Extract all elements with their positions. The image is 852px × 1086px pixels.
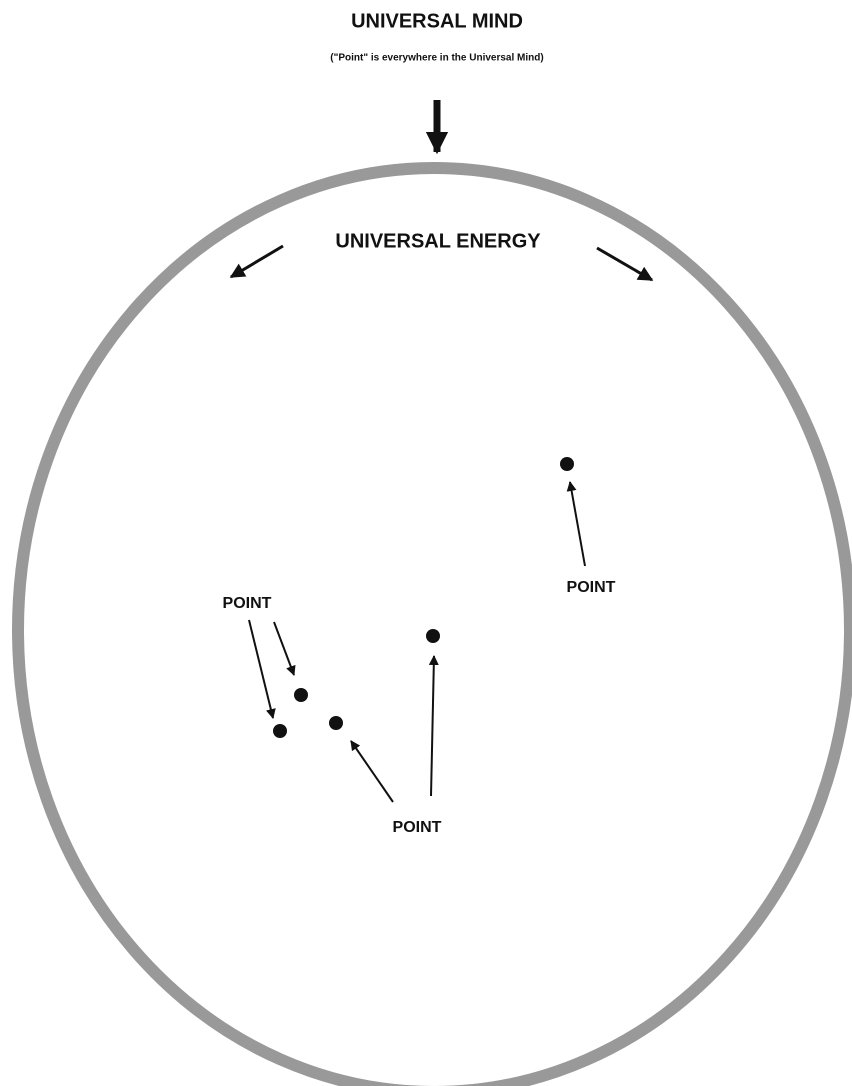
universe-circle bbox=[12, 162, 852, 1086]
point-label: POINT bbox=[567, 579, 616, 596]
point-dot bbox=[426, 629, 440, 643]
pointer-arrow bbox=[566, 481, 586, 567]
pointer-arrow bbox=[248, 619, 276, 719]
point-dot bbox=[329, 716, 343, 730]
energy-arrow bbox=[596, 246, 654, 282]
point-dot bbox=[560, 457, 574, 471]
energy-label: UNIVERSAL ENERGY bbox=[335, 230, 541, 252]
point-label: POINT bbox=[223, 595, 272, 612]
point-dot bbox=[294, 688, 308, 702]
subtitle: ("Point" is everywhere in the Universal … bbox=[330, 53, 543, 64]
pointer-arrow bbox=[428, 655, 439, 797]
point-label: POINT bbox=[393, 819, 442, 836]
pointer-arrow bbox=[350, 740, 394, 803]
point-dot bbox=[273, 724, 287, 738]
pointer-arrow bbox=[273, 621, 296, 676]
energy-arrow bbox=[229, 244, 284, 279]
title: UNIVERSAL MIND bbox=[351, 10, 523, 32]
